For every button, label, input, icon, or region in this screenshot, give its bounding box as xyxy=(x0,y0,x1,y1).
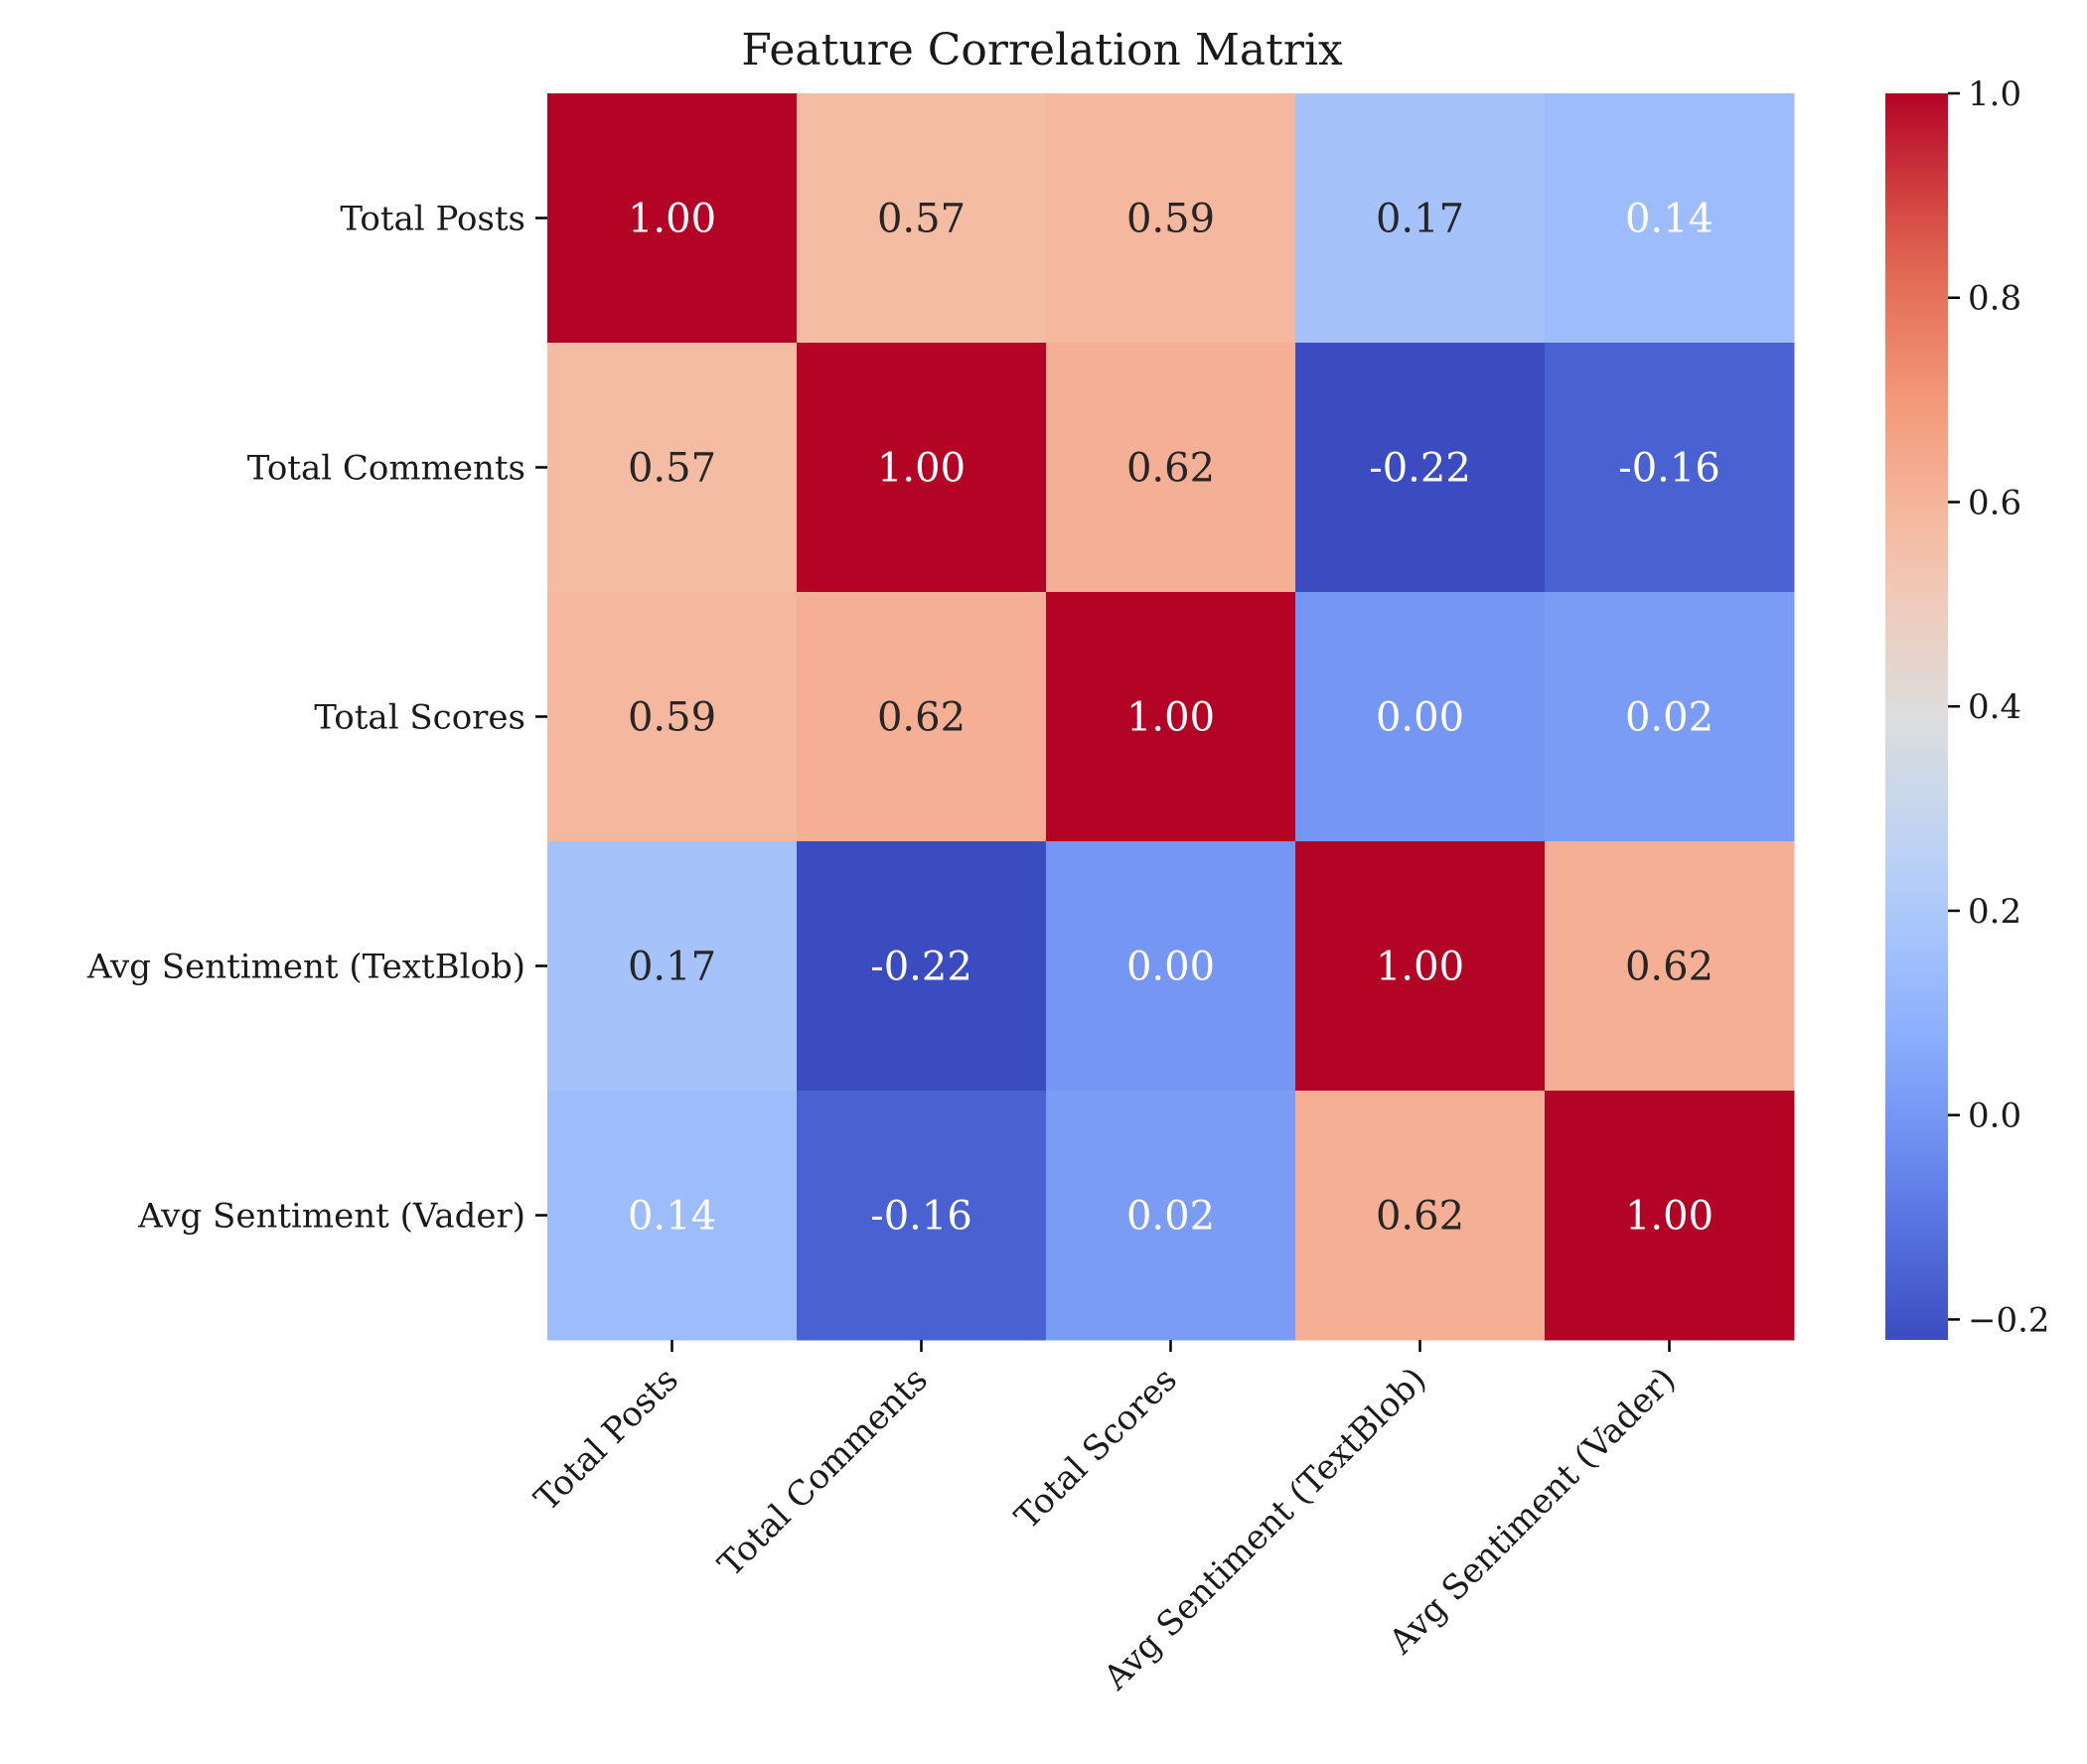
cell-value-label: 0.59 xyxy=(1126,197,1215,242)
heatmap-cell xyxy=(547,1091,798,1341)
cell-value-label: 0.62 xyxy=(1376,1194,1464,1240)
heatmap-cell xyxy=(547,592,798,842)
heatmap-cell xyxy=(1545,841,1795,1092)
cell-value-label: 1.00 xyxy=(1126,695,1215,741)
colorbar-tick-label: 0.4 xyxy=(1968,687,2021,727)
y-tick-label: Avg Sentiment (Vader) xyxy=(137,1197,525,1237)
cell-value-label: -0.22 xyxy=(870,945,972,990)
x-tick-label: Total Posts xyxy=(527,1360,686,1519)
row-labels: Total Posts Total Comments Total Scores Avg… xyxy=(86,200,547,1237)
colorbar: −0.2 0.0 0.2 0.4 0.6 0.8 1.0 xyxy=(1885,74,2050,1340)
heatmap-cell xyxy=(797,93,1047,344)
y-tick-label: Total Posts xyxy=(340,200,525,239)
heatmap-cells: 1.00 0.57 0.59 0.17 0.14 0.57 1.00 0.62 -0.22 -0.… xyxy=(547,93,1795,1341)
heatmap-cell xyxy=(1046,592,1296,842)
heatmap-cell xyxy=(1046,93,1296,344)
cell-value-label: 0.57 xyxy=(877,197,966,242)
cell-value-label: -0.16 xyxy=(870,1194,972,1240)
y-tick-label: Total Comments xyxy=(247,449,525,489)
heatmap-cell xyxy=(1295,592,1546,842)
heatmap-cell xyxy=(797,592,1047,842)
cell-value-label: 0.02 xyxy=(1126,1194,1215,1240)
cell-value-label: 0.17 xyxy=(628,945,716,990)
cell-value-label: 1.00 xyxy=(1376,945,1464,990)
cell-value-label: 0.00 xyxy=(1126,945,1215,990)
heatmap-cell xyxy=(1295,93,1546,344)
colorbar-tick-label: 0.8 xyxy=(1968,279,2021,319)
cell-value-label: 0.14 xyxy=(1625,197,1714,242)
heatmap-cell xyxy=(1046,343,1296,593)
heatmap-cell xyxy=(1545,1091,1795,1341)
heatmap-cell xyxy=(797,841,1047,1092)
cell-value-label: 0.62 xyxy=(1126,446,1215,492)
cell-value-label: 0.59 xyxy=(628,695,716,741)
cell-value-label: 0.62 xyxy=(877,695,966,741)
heatmap-cell xyxy=(1046,841,1296,1092)
heatmap-cell xyxy=(1545,93,1795,344)
column-labels: Total Posts Total Comments Total Scores Avg… xyxy=(527,1340,1684,1698)
x-tick-label: Total Comments xyxy=(710,1360,935,1584)
colorbar-tick-label: 0.0 xyxy=(1968,1097,2021,1136)
cell-value-label: 0.00 xyxy=(1376,695,1464,741)
heatmap-cell xyxy=(1545,592,1795,842)
chart-title: Feature Correlation Matrix xyxy=(741,25,1343,75)
heatmap-cell xyxy=(547,343,798,593)
heatmap-cell xyxy=(547,841,798,1092)
colorbar-tick-label: 0.2 xyxy=(1968,892,2021,932)
cell-value-label: 1.00 xyxy=(877,446,966,492)
colorbar-tick-label: 1.0 xyxy=(1968,74,2021,114)
heatmap-cell xyxy=(1295,1091,1546,1341)
heatmap-cell xyxy=(547,93,798,344)
cell-value-label: -0.16 xyxy=(1618,446,1720,492)
heatmap-cell xyxy=(1046,1091,1296,1341)
cell-value-label: 0.57 xyxy=(628,446,716,492)
colorbar-tick-label: 0.6 xyxy=(1968,483,2021,522)
heatmap-cell xyxy=(797,1091,1047,1341)
x-tick-label: Avg Sentiment (Vader) xyxy=(1381,1360,1684,1663)
x-tick-label: Total Scores xyxy=(1007,1360,1185,1538)
y-tick-label: Avg Sentiment (TextBlob) xyxy=(86,948,525,987)
cell-value-label: 1.00 xyxy=(1625,1194,1714,1240)
heatmap-cell xyxy=(1295,841,1546,1092)
heatmap-cell xyxy=(1295,343,1546,593)
cell-value-label: 1.00 xyxy=(628,197,716,242)
heatmap-cell xyxy=(1545,343,1795,593)
cell-value-label: 0.14 xyxy=(628,1194,716,1240)
colorbar-tick-label: −0.2 xyxy=(1968,1300,2050,1340)
y-tick-label: Total Scores xyxy=(314,698,525,738)
heatmap-cell xyxy=(797,343,1047,593)
cell-value-label: 0.02 xyxy=(1625,695,1714,741)
colorbar-gradient xyxy=(1885,93,1948,1340)
cell-value-label: -0.22 xyxy=(1369,446,1471,492)
cell-value-label: 0.17 xyxy=(1376,197,1464,242)
cell-value-label: 0.62 xyxy=(1625,945,1714,990)
